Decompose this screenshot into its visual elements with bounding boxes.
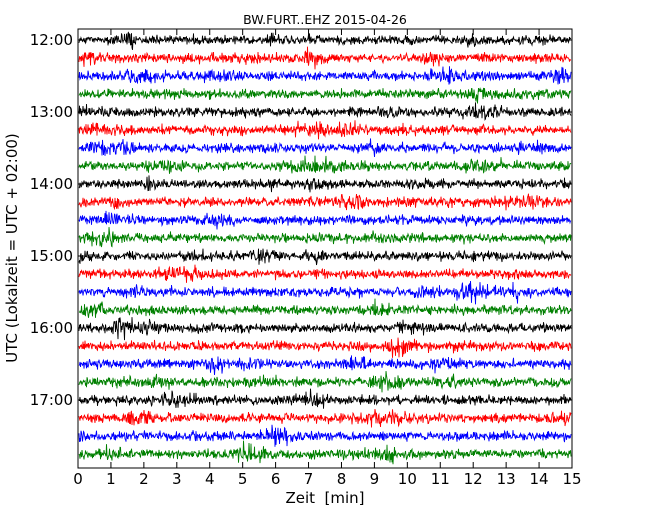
seismic-trace	[78, 371, 572, 393]
seismic-traces	[78, 31, 572, 465]
x-tick-label: 7	[304, 470, 314, 488]
seismic-trace	[78, 280, 572, 305]
x-tick-label: 0	[73, 470, 83, 488]
seismic-trace	[78, 264, 572, 283]
seismic-trace	[78, 193, 572, 211]
y-tick-label: 12:00	[30, 31, 73, 49]
seismic-trace	[78, 46, 571, 70]
x-tick-label: 8	[337, 470, 347, 488]
x-tick-label: 4	[205, 470, 215, 488]
y-axis: 12:00 13:00 14:00 15:00 16:00 17:00	[30, 31, 572, 409]
y-tick-label: 15:00	[30, 247, 73, 265]
x-tick-label: 9	[370, 470, 380, 488]
chart-title: BW.FURT..EHZ 2015-04-26	[243, 12, 407, 27]
x-tick-label: 5	[238, 470, 248, 488]
x-tick-label: 14	[530, 470, 549, 488]
seismic-trace	[78, 408, 572, 428]
x-tick-label: 6	[271, 470, 281, 488]
seismic-trace	[78, 355, 572, 376]
x-tick-label: 11	[431, 470, 450, 488]
seismic-trace	[78, 87, 572, 104]
x-tick-label: 15	[562, 470, 581, 488]
seismic-trace	[78, 120, 572, 140]
seismic-trace	[78, 66, 572, 85]
seismic-trace	[78, 138, 572, 158]
x-tick-label: 2	[139, 470, 149, 488]
seismic-trace	[78, 424, 572, 447]
x-tick-label: 10	[398, 470, 417, 488]
seismic-trace	[78, 317, 572, 341]
y-tick-label: 13:00	[30, 103, 73, 121]
seismic-trace	[78, 155, 572, 174]
seismic-trace	[78, 298, 572, 318]
y-axis-label: UTC (Lokalzeit = UTC + 02:00)	[3, 133, 21, 363]
seismic-trace	[79, 388, 572, 409]
x-axis-label: Zeit [min]	[285, 489, 364, 507]
seismic-trace	[78, 31, 572, 50]
y-tick-label: 14:00	[30, 175, 73, 193]
seismic-trace	[78, 227, 572, 248]
seismic-trace	[78, 337, 572, 358]
x-axis: 0 1 2 3 4 5 6 7 8 9 10 11 12 13 14 15	[73, 29, 582, 488]
seismic-trace	[78, 175, 572, 193]
seismic-trace	[78, 102, 572, 121]
x-tick-label: 1	[106, 470, 116, 488]
y-tick-label: 16:00	[30, 319, 73, 337]
y-tick-label: 17:00	[30, 391, 73, 409]
plot-frame	[77, 28, 573, 469]
x-tick-label: 3	[172, 470, 182, 488]
x-tick-label: 13	[497, 470, 516, 488]
seismic-trace	[78, 440, 572, 465]
x-tick-label: 12	[464, 470, 483, 488]
seismic-trace	[78, 248, 572, 266]
seismic-trace	[78, 210, 572, 230]
